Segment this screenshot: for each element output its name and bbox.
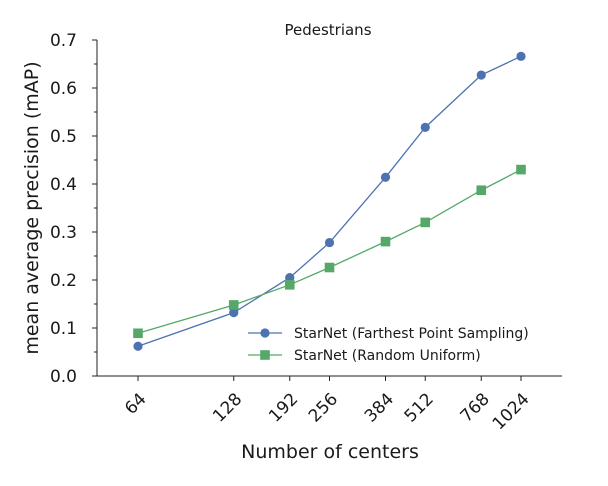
series-line-2: [137, 169, 522, 334]
legend-marker-1: [260, 328, 270, 338]
legend: StarNet (Farthest Point Sampling) StarNet…: [248, 326, 529, 364]
series-1-point: [324, 237, 335, 248]
y-tick-label: 0.7: [50, 31, 77, 51]
series-1-point: [380, 172, 391, 182]
x-tick-label: 384: [361, 389, 398, 426]
series-1-point: [476, 70, 486, 80]
series-layer: [133, 51, 526, 351]
y-tick-label: 0.4: [50, 175, 77, 195]
x-tick-label: 128: [209, 389, 246, 426]
legend-marker-2: [260, 350, 270, 360]
y-axis-label: mean average precision (mAP): [21, 61, 43, 354]
y-tick-label: 0.0: [50, 367, 77, 387]
series-2-point: [516, 164, 526, 175]
series-1-point: [133, 341, 143, 351]
x-tick-label: 768: [457, 389, 494, 426]
legend-label-1: StarNet (Farthest Point Sampling): [294, 326, 529, 342]
chart-title: Pedestrians: [284, 21, 371, 39]
series-1-point: [229, 308, 239, 318]
y-tick-label: 0.2: [50, 271, 77, 291]
x-tick-label: 64: [121, 389, 150, 418]
series-2-point: [324, 262, 335, 273]
x-tick-label: 256: [305, 389, 342, 426]
y-tick-label: 0.5: [50, 127, 77, 147]
y-tick-label: 0.1: [50, 319, 77, 339]
series-1-point: [420, 122, 430, 132]
y-tick-label: 0.6: [50, 79, 77, 99]
series-1-point: [516, 51, 526, 61]
legend-label-2: StarNet (Random Uniform): [294, 348, 481, 364]
y-tick-label: 0.3: [50, 223, 77, 243]
series-2-point: [380, 236, 391, 247]
series-2-point: [476, 185, 487, 196]
series-line-1: [137, 55, 522, 347]
y-axis: 0.0 0.1 0.2 0.3 0.4 0.5 0.6 0.7: [50, 31, 98, 387]
series-2-point: [420, 217, 431, 228]
x-axis-label: Number of centers: [241, 441, 419, 463]
series-2-point: [133, 328, 143, 339]
x-tick-label: 192: [265, 389, 302, 426]
series-2-point: [228, 300, 239, 310]
series-2-point: [284, 280, 295, 290]
x-tick-label: 512: [401, 389, 438, 426]
series-1-point: [285, 273, 295, 283]
x-tick-label: 1024: [489, 389, 534, 434]
